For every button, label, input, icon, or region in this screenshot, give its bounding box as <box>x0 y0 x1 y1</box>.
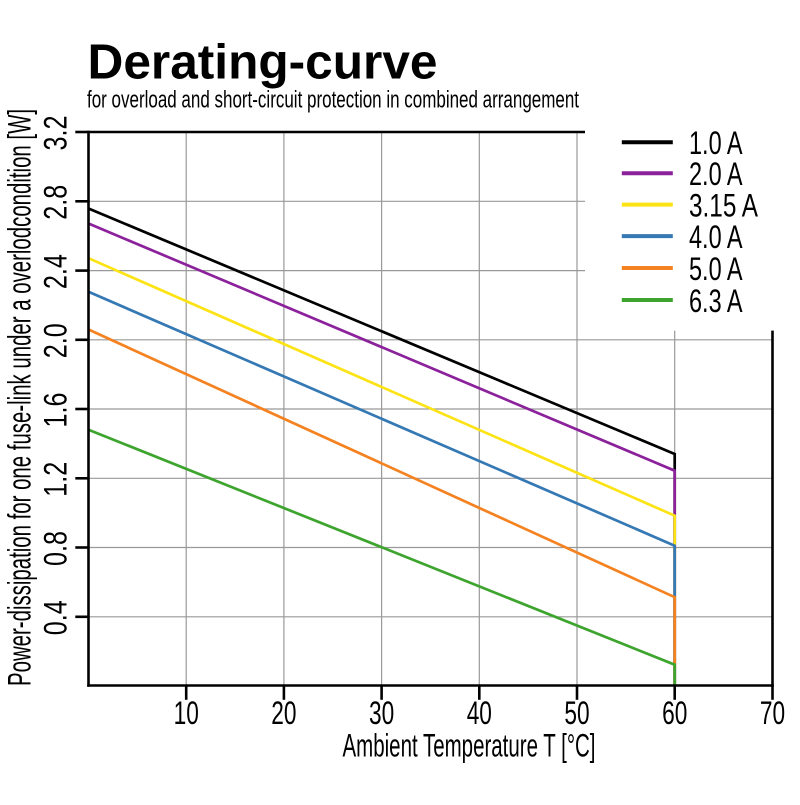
svg-text:70: 70 <box>760 695 785 731</box>
svg-text:2.4: 2.4 <box>37 254 73 289</box>
svg-text:0.4: 0.4 <box>37 600 73 635</box>
svg-text:2.0: 2.0 <box>37 323 73 358</box>
svg-text:2.8: 2.8 <box>37 185 73 220</box>
svg-text:50: 50 <box>564 695 589 731</box>
svg-text:20: 20 <box>271 695 296 731</box>
svg-text:10: 10 <box>174 695 199 731</box>
svg-text:1.2: 1.2 <box>37 462 73 497</box>
svg-text:Ambient Temperature T [°C]: Ambient Temperature T [°C] <box>343 728 596 764</box>
svg-text:2.0 A: 2.0 A <box>689 156 743 192</box>
svg-text:Derating-curve: Derating-curve <box>88 35 438 89</box>
svg-text:30: 30 <box>369 695 394 731</box>
svg-text:4.0 A: 4.0 A <box>689 219 743 255</box>
svg-text:1.6: 1.6 <box>37 393 73 428</box>
svg-text:for overload and short-circuit: for overload and short-circuit protectio… <box>87 87 579 114</box>
svg-text:5.0 A: 5.0 A <box>689 251 743 287</box>
svg-text:60: 60 <box>662 695 687 731</box>
svg-text:0.8: 0.8 <box>37 531 73 566</box>
svg-text:40: 40 <box>467 695 492 731</box>
svg-text:Power-dissipation for one fuse: Power-dissipation for one fuse-link unde… <box>2 109 38 686</box>
svg-text:6.3 A: 6.3 A <box>689 283 743 319</box>
svg-text:1.0 A: 1.0 A <box>689 125 743 161</box>
svg-text:3.2: 3.2 <box>37 116 73 151</box>
svg-text:3.15 A: 3.15 A <box>689 188 758 224</box>
